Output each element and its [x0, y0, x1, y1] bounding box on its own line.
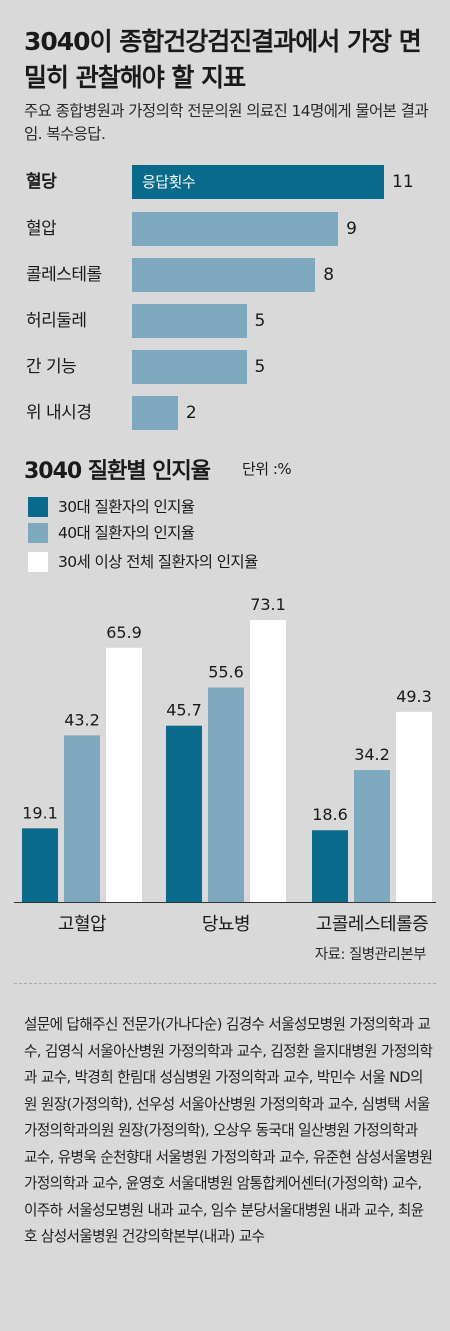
bar-30s [166, 725, 202, 902]
bar-30s [312, 830, 348, 902]
hbar-bar [132, 212, 339, 246]
hbar-category-label: 혈당 [26, 172, 57, 192]
experts-list: 설문에 답해주신 전문가(가나다순) 김경수 서울성모병원 가정의학과 교수, … [24, 1016, 433, 1245]
legend-label-30s: 30대 질환자의 인지율 [58, 498, 195, 516]
bar-all [106, 647, 142, 902]
source-note: 자료: 질병관리본부 [314, 947, 427, 963]
bar-value-label: 45.7 [166, 701, 202, 720]
page-title: 3040이 종합건강검진결과에서 가장 면밀히 관찰해야 할 지표 [24, 27, 422, 92]
hbar-bar [132, 304, 247, 338]
legend-swatch-40s [28, 523, 48, 543]
bar-value-label: 55.6 [208, 663, 244, 682]
awareness-chart-title: 3040 질환별 인지율 [24, 459, 211, 484]
bar-value-label: 73.1 [250, 595, 286, 614]
awareness-chart-unit: 단위 :% [242, 460, 292, 478]
hbar-category-label: 혈압 [26, 219, 57, 239]
legend-label-40s: 40대 질환자의 인지율 [58, 524, 195, 542]
hbar-value-label: 9 [346, 219, 357, 239]
bar-value-label: 34.2 [354, 745, 390, 764]
hbar-bar [132, 396, 178, 430]
hbar-bar: 응답횟수 [132, 165, 384, 199]
bar-40s [354, 770, 390, 902]
hbar-value-label: 8 [323, 265, 335, 285]
hbar-value-label: 5 [254, 357, 266, 377]
category-tick-label: 고콜레스테롤증 [316, 914, 428, 935]
category-tick-label: 당뇨병 [202, 914, 250, 935]
hbar-category-label: 위 내시경 [26, 403, 92, 423]
bar-30s [22, 828, 58, 902]
hbar-category-label: 콜레스테롤 [26, 265, 102, 285]
hbar-value-label: 11 [392, 172, 414, 192]
legend-label-all: 30세 이상 전체 질환자의 인지율 [58, 553, 258, 571]
hbar-category-label: 허리둘레 [26, 311, 87, 331]
legend-swatch-all [28, 552, 48, 572]
bar-value-label: 49.3 [396, 687, 432, 706]
category-tick-label: 고혈압 [58, 914, 106, 935]
bar-value-label: 19.1 [22, 803, 58, 822]
bar-all [250, 620, 286, 902]
hbar-series-label: 응답횟수 [142, 173, 196, 191]
bar-all [396, 711, 432, 902]
bar-value-label: 43.2 [64, 710, 100, 729]
hbar-value-label: 5 [254, 311, 266, 331]
hbar-bar [132, 350, 247, 384]
page-subtitle: 주요 종합병원과 가정의학 전문의원 의료진 14명에게 물어본 결과임. 복수… [24, 102, 429, 143]
legend-swatch-30s [28, 497, 48, 517]
section-divider [14, 983, 436, 984]
bar-value-label: 18.6 [312, 805, 348, 824]
bar-40s [64, 735, 100, 902]
hbar-category-label: 간 기능 [26, 357, 77, 377]
bar-value-label: 65.9 [106, 623, 142, 642]
hbar-value-label: 2 [185, 403, 197, 423]
hbar-bar [132, 258, 316, 292]
bar-40s [208, 687, 244, 902]
